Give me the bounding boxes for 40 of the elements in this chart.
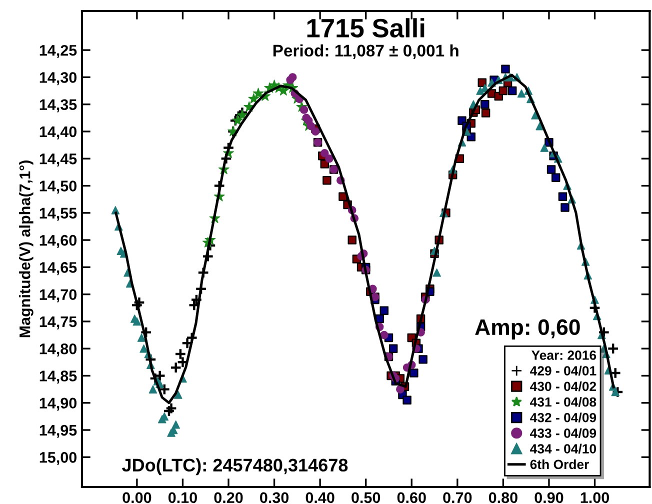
x-tick-label: 0.90: [534, 492, 564, 504]
x-tick-label: 0.20: [214, 492, 243, 504]
y-tick-label: 14,30: [40, 72, 77, 86]
legend-label: 6th Order: [530, 459, 589, 470]
annotation: JDo(LTC): 2457480,314678: [122, 458, 348, 476]
y-axis-title: Magnitude(V) alpha(7,1°): [19, 160, 34, 338]
legend-label: 431 - 04/08: [530, 396, 596, 407]
y-tick-label: 14,40: [40, 126, 77, 140]
x-tick-label: 0.60: [397, 492, 426, 504]
legend-label: 433 - 04/09: [530, 428, 596, 438]
y-tick-label: 14,95: [40, 424, 77, 438]
y-tick-label: 14,55: [40, 208, 77, 221]
y-tick-label: 14,50: [40, 180, 77, 194]
y-tick-label: 14,75: [40, 316, 77, 330]
x-tick-label: 0.50: [352, 492, 380, 504]
x-tick-label: 0.30: [260, 492, 289, 504]
x-tick-label: 0.70: [443, 492, 472, 504]
legend-label: 429 - 04/01: [530, 366, 596, 376]
y-tick-label: 14,65: [40, 262, 77, 276]
y-tick-label: 15,00: [40, 452, 77, 466]
annotation: Amp: 0,60: [475, 319, 580, 340]
legend-label: 434 - 04/10: [530, 444, 596, 454]
x-tick-label: 0.80: [488, 492, 518, 504]
text: Period: 11,087 ± 0,001 h: [273, 44, 458, 59]
y-tick-label: 14,35: [40, 99, 77, 112]
legend-title: Year: 2016: [531, 350, 596, 360]
legend-label: 432 - 04/09: [530, 412, 596, 422]
y-tick-label: 14,25: [40, 44, 77, 58]
x-tick-label: 0.40: [306, 492, 334, 504]
x-tick-label: 0.00: [122, 492, 152, 504]
x-tick-label: 0.10: [168, 492, 197, 504]
x-tick-label: 1.00: [580, 492, 609, 504]
y-tick-label: 14,45: [40, 154, 77, 167]
y-tick-label: 14,70: [40, 289, 77, 302]
legend-label: 430 - 04/02: [530, 381, 596, 392]
chart-title: 1715 Salli: [307, 18, 424, 38]
y-tick-label: 14,60: [40, 234, 77, 248]
y-tick-label: 14,85: [40, 370, 77, 384]
y-tick-label: 14,80: [40, 343, 77, 356]
y-tick-label: 14,90: [40, 398, 77, 411]
